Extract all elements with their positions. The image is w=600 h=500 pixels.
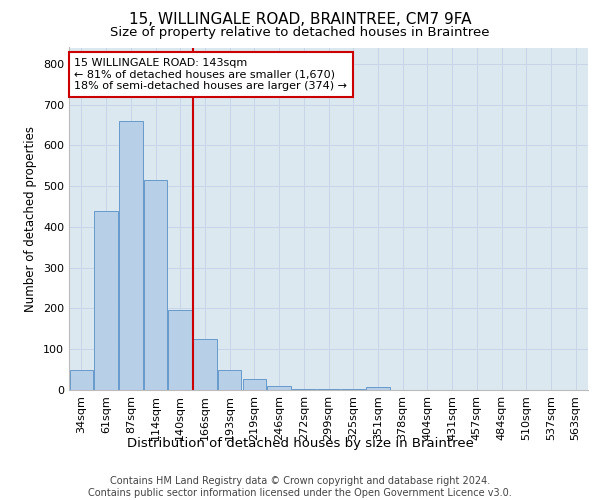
Bar [70, 370, 93, 390]
Bar [268, 386, 291, 390]
Y-axis label: Number of detached properties: Number of detached properties [25, 126, 37, 312]
Bar [169, 310, 192, 390]
Text: Contains HM Land Registry data © Crown copyright and database right 2024.: Contains HM Land Registry data © Crown c… [110, 476, 490, 486]
Bar [94, 210, 118, 390]
Bar [218, 370, 241, 390]
Bar [193, 339, 217, 390]
Bar [242, 379, 266, 390]
Text: Contains public sector information licensed under the Open Government Licence v3: Contains public sector information licen… [88, 488, 512, 498]
Text: 15, WILLINGALE ROAD, BRAINTREE, CM7 9FA: 15, WILLINGALE ROAD, BRAINTREE, CM7 9FA [129, 12, 471, 28]
Bar [144, 180, 167, 390]
Text: Distribution of detached houses by size in Braintree: Distribution of detached houses by size … [127, 438, 473, 450]
Text: Size of property relative to detached houses in Braintree: Size of property relative to detached ho… [110, 26, 490, 39]
Text: 15 WILLINGALE ROAD: 143sqm
← 81% of detached houses are smaller (1,670)
18% of s: 15 WILLINGALE ROAD: 143sqm ← 81% of deta… [74, 58, 347, 91]
Bar [292, 389, 316, 390]
Bar [317, 389, 340, 390]
Bar [366, 386, 389, 390]
Bar [119, 121, 143, 390]
Bar [341, 389, 365, 390]
